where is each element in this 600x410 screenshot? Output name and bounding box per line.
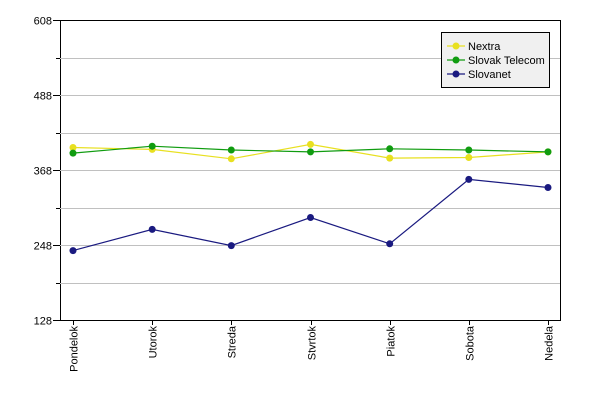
data-point xyxy=(69,247,77,255)
data-point xyxy=(148,142,156,150)
series-lines xyxy=(69,140,552,255)
y-tick-label: 248 xyxy=(34,241,52,253)
data-point xyxy=(465,154,473,161)
data-point xyxy=(386,154,394,162)
legend: Nextra Slovak Telecom Slovanet xyxy=(441,32,550,88)
legend-marker xyxy=(452,70,460,78)
legend-marker xyxy=(452,56,460,64)
x-tick-label: Pondelok xyxy=(69,326,81,372)
data-point xyxy=(544,148,552,156)
legend-label: Slovanet xyxy=(468,69,511,81)
x-tick-label: Stvrtok xyxy=(307,326,319,361)
data-point xyxy=(307,214,314,221)
data-point xyxy=(544,184,552,191)
data-point xyxy=(307,148,314,156)
data-point xyxy=(307,140,314,148)
y-tick-label: 128 xyxy=(34,316,52,328)
x-axis-ticks: Pondelok Utorok Streda Stvrtok Piatok Sobota N… xyxy=(69,320,556,372)
y-tick-label: 368 xyxy=(34,166,52,178)
x-tick-label: Sobota xyxy=(465,325,477,361)
data-point xyxy=(465,175,473,183)
data-point xyxy=(386,145,394,153)
data-point xyxy=(465,146,473,154)
x-tick-label: Nedela xyxy=(544,325,556,361)
x-tick-label: Streda xyxy=(227,325,239,358)
y-tick-label: 608 xyxy=(34,16,52,28)
y-axis-ticks: 128 248 368 488 608 xyxy=(34,16,60,328)
y-tick-label: 488 xyxy=(34,91,52,103)
data-point xyxy=(227,146,235,154)
legend-label: Nextra xyxy=(468,41,501,53)
data-point xyxy=(69,149,77,157)
data-point xyxy=(148,225,156,233)
data-point xyxy=(227,155,235,163)
data-point xyxy=(227,242,235,250)
data-point xyxy=(69,144,77,151)
data-point xyxy=(386,240,394,248)
legend-marker xyxy=(452,42,460,50)
x-tick-label: Piatok xyxy=(386,326,398,357)
x-tick-label: Utorok xyxy=(148,326,160,359)
legend-label: Slovak Telecom xyxy=(468,55,545,67)
